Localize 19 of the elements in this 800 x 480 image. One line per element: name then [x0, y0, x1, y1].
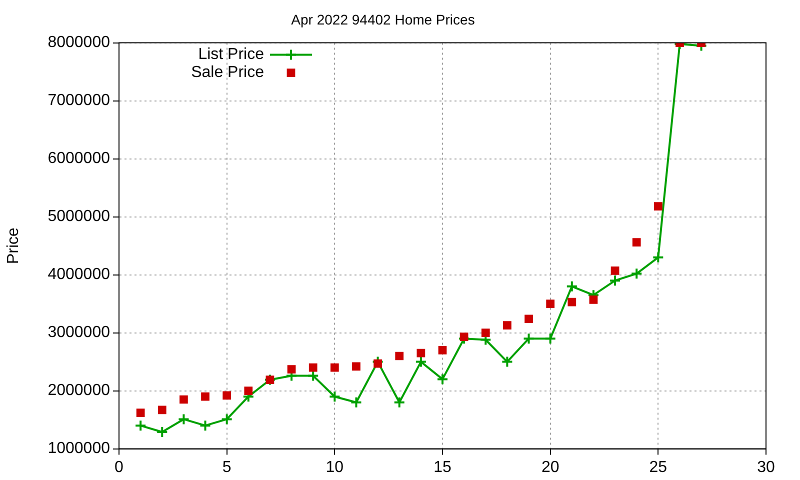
x-tick-label: 25	[649, 458, 668, 476]
chart-title: Apr 2022 94402 Home Prices	[291, 11, 475, 28]
x-tick-label: 15	[434, 458, 452, 476]
x-tick-label: 5	[222, 458, 232, 476]
x-tick-label: 20	[541, 458, 560, 476]
x-tick-label: 0	[114, 458, 124, 476]
y-tick-label: 6000000	[48, 150, 110, 168]
x-tick-label: 30	[757, 458, 775, 476]
y-tick-label: 3000000	[48, 324, 110, 342]
y-axis-title: Price	[5, 227, 22, 264]
legend-label: List Price	[198, 46, 264, 64]
y-tick-label: 8000000	[48, 34, 110, 52]
x-tick-label: 10	[326, 458, 344, 476]
y-tick-label: 7000000	[48, 92, 110, 110]
legend-label: Sale Price	[191, 64, 264, 82]
y-tick-label: 1000000	[48, 440, 110, 458]
y-tick-label: 2000000	[48, 382, 110, 400]
y-tick-label: 5000000	[48, 208, 110, 226]
y-tick-label: 4000000	[48, 266, 110, 284]
